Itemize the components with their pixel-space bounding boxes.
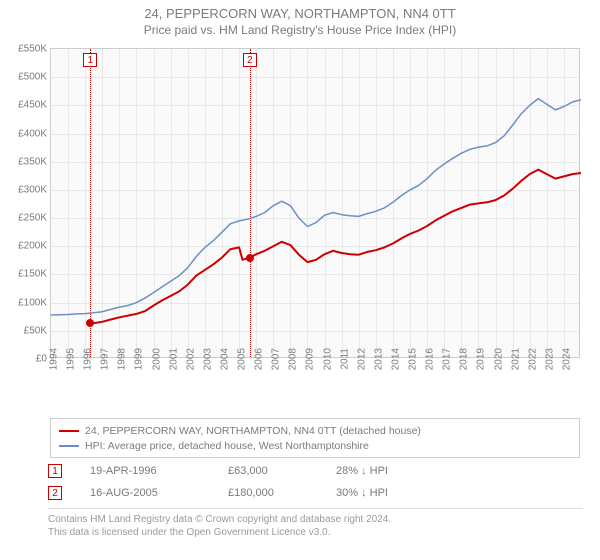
- y-axis-label: £400K: [3, 128, 47, 139]
- y-axis-label: £550K: [3, 44, 47, 55]
- y-axis-label: £50K: [3, 325, 47, 336]
- chart-area: £0£50K£100K£150K£200K£250K£300K£350K£400…: [50, 48, 580, 378]
- legend-row: HPI: Average price, detached house, West…: [59, 438, 571, 453]
- transaction-price: £180,000: [228, 487, 308, 499]
- y-axis-label: £250K: [3, 213, 47, 224]
- transaction-row: 1 19-APR-1996 £63,000 28% ↓ HPI: [48, 460, 578, 482]
- transaction-date: 19-APR-1996: [90, 465, 200, 477]
- chart-subtitle: Price paid vs. HM Land Registry's House …: [0, 23, 600, 37]
- y-axis-label: £200K: [3, 241, 47, 252]
- transaction-info: 1 19-APR-1996 £63,000 28% ↓ HPI 2 16-AUG…: [48, 460, 578, 504]
- legend-swatch: [59, 445, 79, 447]
- y-axis-label: £500K: [3, 72, 47, 83]
- legend-label: 24, PEPPERCORN WAY, NORTHAMPTON, NN4 0TT…: [85, 425, 421, 437]
- footer-line: This data is licensed under the Open Gov…: [48, 526, 583, 539]
- plot-area: £0£50K£100K£150K£200K£250K£300K£350K£400…: [50, 48, 580, 358]
- footer-line: Contains HM Land Registry data © Crown c…: [48, 513, 583, 526]
- legend-swatch: [59, 430, 79, 432]
- y-axis-label: £450K: [3, 100, 47, 111]
- transaction-row: 2 16-AUG-2005 £180,000 30% ↓ HPI: [48, 482, 578, 504]
- annotation-marker: 1: [48, 464, 62, 478]
- annotation-marker: 2: [243, 53, 257, 67]
- y-axis-label: £300K: [3, 184, 47, 195]
- chart-titles: 24, PEPPERCORN WAY, NORTHAMPTON, NN4 0TT…: [0, 0, 600, 37]
- legend-row: 24, PEPPERCORN WAY, NORTHAMPTON, NN4 0TT…: [59, 423, 571, 438]
- transaction-delta: 30% ↓ HPI: [336, 487, 436, 499]
- annotation-marker: 1: [83, 53, 97, 67]
- transaction-price: £63,000: [228, 465, 308, 477]
- y-axis-label: £100K: [3, 297, 47, 308]
- y-axis-label: £350K: [3, 156, 47, 167]
- legend-label: HPI: Average price, detached house, West…: [85, 440, 369, 452]
- y-axis-label: £0: [3, 354, 47, 365]
- data-point-marker: [246, 254, 254, 262]
- annotation-marker: 2: [48, 486, 62, 500]
- chart-title: 24, PEPPERCORN WAY, NORTHAMPTON, NN4 0TT: [0, 6, 600, 21]
- footer: Contains HM Land Registry data © Crown c…: [48, 508, 583, 539]
- data-point-marker: [86, 319, 94, 327]
- legend: 24, PEPPERCORN WAY, NORTHAMPTON, NN4 0TT…: [50, 418, 580, 458]
- y-axis-label: £150K: [3, 269, 47, 280]
- line-series-svg: [51, 49, 581, 359]
- transaction-date: 16-AUG-2005: [90, 487, 200, 499]
- chart-container: 24, PEPPERCORN WAY, NORTHAMPTON, NN4 0TT…: [0, 0, 600, 560]
- transaction-delta: 28% ↓ HPI: [336, 465, 436, 477]
